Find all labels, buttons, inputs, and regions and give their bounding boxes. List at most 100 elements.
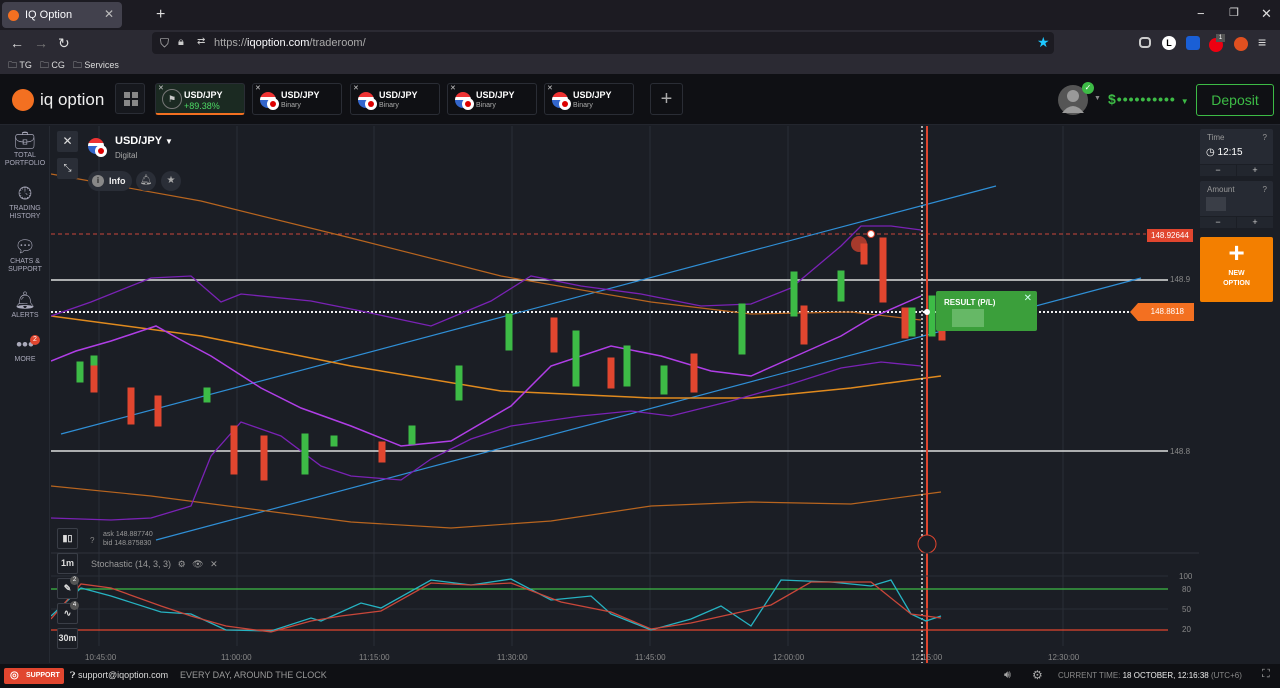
time-stepper: − + (1200, 164, 1273, 176)
result-pl-box[interactable]: RESULT (P/L) ✕ (936, 291, 1037, 331)
asset-tab[interactable]: ✕ USD/JPY Binary (447, 83, 537, 115)
asset-tab[interactable]: ✕ USD/JPY Binary (544, 83, 634, 115)
candlestick-chart-canvas[interactable] (50, 126, 1199, 663)
asset-tab[interactable]: ✕ USD/JPY Binary (350, 83, 440, 115)
close-asset-tab-icon[interactable]: ✕ (255, 85, 261, 92)
shield-icon[interactable]: ⛉ (160, 36, 170, 50)
avatar-dropdown-icon[interactable]: ▼ (1094, 95, 1101, 102)
lock-icon[interactable]: 🔒︎ (178, 36, 184, 48)
chevron-down-icon: ▼ (164, 137, 173, 146)
bookmark-folder-tg[interactable]: 🗀︎ TG (8, 59, 32, 70)
chat-support-icon: ◎ (10, 670, 19, 681)
new-option-button[interactable]: + NEW OPTION (1200, 237, 1273, 302)
time-value: ◷ 12:15 (1206, 147, 1243, 158)
sidebar-item-total-portfolio[interactable]: 💼︎ TOTAL PORTFOLIO (0, 130, 50, 168)
close-asset-tab-icon[interactable]: ✕ (547, 85, 553, 92)
candle-size-button[interactable]: 30m (57, 628, 78, 649)
asset-tab-name: USD/JPY (281, 90, 320, 100)
menu-icon[interactable]: ≡ (1258, 34, 1267, 50)
amount-plus-button[interactable]: + (1236, 217, 1273, 228)
minimize-button[interactable]: − (1197, 6, 1205, 21)
sidebar-item-more[interactable]: ••• MORE (0, 334, 50, 364)
time-selector[interactable]: Time ? ◷ 12:15 − + (1200, 129, 1273, 176)
more-badge: 2 (30, 335, 40, 345)
amount-stepper: − + (1200, 216, 1273, 228)
chart-type-button[interactable]: ▮▯ (57, 528, 78, 549)
asset-tab[interactable]: ✕ USD/JPY Binary (252, 83, 342, 115)
sidebar-item-alerts[interactable]: 🔔︎ ALERTS (0, 290, 50, 320)
help-icon[interactable]: ? (1262, 133, 1267, 142)
deposit-button[interactable]: Deposit (1196, 84, 1274, 116)
minimize-chart-button[interactable]: ⤡ (57, 158, 78, 179)
url-domain: iqoption.com (247, 37, 310, 49)
new-tab-button[interactable]: + (156, 6, 166, 23)
time-tick: 11:00:00 (221, 653, 252, 662)
timeframe-button[interactable]: 1m (57, 553, 78, 574)
verified-check-icon: ✓ (1082, 82, 1094, 94)
asset-tab-name: USD/JPY (379, 90, 418, 100)
support-label: SUPPORT (26, 672, 60, 679)
plus-icon: + (1228, 237, 1245, 268)
info-button[interactable]: i Info (88, 171, 132, 191)
close-tab-icon[interactable]: ✕ (103, 7, 114, 21)
forward-button[interactable]: → (34, 35, 48, 51)
bookmark-folder-services[interactable]: 🗀︎ Services (72, 59, 119, 70)
asset-tab-active[interactable]: ✕ ⚑ USD/JPY +89.38% (155, 83, 245, 115)
gear-icon[interactable]: ⚙ (177, 559, 186, 569)
sidebar-item-chats-support[interactable]: 💬︎ CHATS & SUPPORT (0, 236, 50, 274)
jpy-flag-icon (559, 98, 571, 110)
close-asset-tab-icon[interactable]: ✕ (450, 85, 456, 92)
asset-tab-type: Binary (379, 102, 399, 109)
sidebar-label: ALERTS (11, 312, 39, 319)
close-asset-tab-icon[interactable]: ✕ (158, 85, 164, 92)
price-chart[interactable] (50, 126, 1199, 663)
indicator-label: Stochastic (14, 3, 3) (91, 559, 172, 569)
balance-display[interactable]: $•••••••••• ▼ (1108, 91, 1190, 107)
settings-gear-icon[interactable]: ⚙ (1032, 668, 1043, 682)
bookmark-star-icon[interactable]: ★ (1037, 34, 1050, 50)
footer-bar (0, 664, 1280, 688)
bookmark-folder-cg[interactable]: 🗀︎ CG (39, 59, 65, 70)
sound-icon[interactable]: 🔊︎ (1004, 669, 1011, 681)
restore-button[interactable]: ❐ (1229, 7, 1239, 19)
favorite-button[interactable]: ★ (161, 171, 181, 191)
add-alert-button[interactable]: 🔔︎ (136, 171, 156, 191)
bitwarden-icon[interactable] (1186, 36, 1200, 50)
close-asset-tab-icon[interactable]: ✕ (353, 85, 359, 92)
stoch-level-label: 80 (1182, 585, 1191, 594)
iq-option-logo[interactable]: iq option (12, 89, 104, 111)
sidebar-item-trading-history[interactable]: 🕓︎ TRADING HISTORY (0, 183, 50, 221)
help-icon[interactable]: ? (1262, 185, 1267, 194)
support-email-link[interactable]: ❓︎ support@iqoption.com (70, 670, 168, 681)
extension-icon[interactable] (1234, 37, 1248, 51)
bell-icon: 🔔︎ (14, 291, 36, 310)
permissions-icon[interactable]: ⇄ (197, 36, 206, 47)
fullscreen-icon[interactable]: ⛶ (1262, 668, 1270, 680)
support-button[interactable]: ◎ SUPPORT (4, 668, 64, 684)
help-icon[interactable]: ? (90, 536, 95, 545)
close-result-icon[interactable]: ✕ (1023, 293, 1032, 304)
time-minus-button[interactable]: − (1200, 165, 1236, 176)
asset-type: Digital (115, 151, 138, 160)
ask-price: ask 148.887740 (103, 531, 153, 538)
chat-icon: 💬︎ (14, 237, 36, 256)
close-chart-button[interactable]: ✕ (57, 131, 78, 152)
close-indicator-icon[interactable]: ✕ (210, 559, 218, 569)
close-window-button[interactable]: ✕ (1261, 6, 1272, 21)
add-asset-button[interactable]: + (650, 83, 683, 115)
back-button[interactable]: ← (10, 35, 24, 51)
amount-input[interactable]: Amount ? − + (1200, 181, 1273, 228)
browser-tab[interactable]: IQ Option ✕ (2, 2, 122, 28)
reload-button[interactable]: ↻ (58, 35, 70, 51)
pencil-icon: ✎ (63, 583, 72, 593)
current-time-value: 18 OCTOBER, 12:16:38 (1122, 671, 1209, 680)
asset-tab-name: USD/JPY (476, 90, 515, 100)
pocket-icon[interactable] (1139, 37, 1151, 48)
asset-selector[interactable]: USD/JPY ▼ (115, 135, 173, 147)
extension-l-icon[interactable]: L (1162, 36, 1176, 50)
eye-icon[interactable]: 👁︎ (192, 559, 204, 569)
layout-grid-button[interactable] (115, 83, 145, 114)
url-bar[interactable]: https://iqoption.com/traderoom/ (152, 32, 1054, 54)
amount-minus-button[interactable]: − (1200, 217, 1236, 228)
time-plus-button[interactable]: + (1236, 165, 1273, 176)
